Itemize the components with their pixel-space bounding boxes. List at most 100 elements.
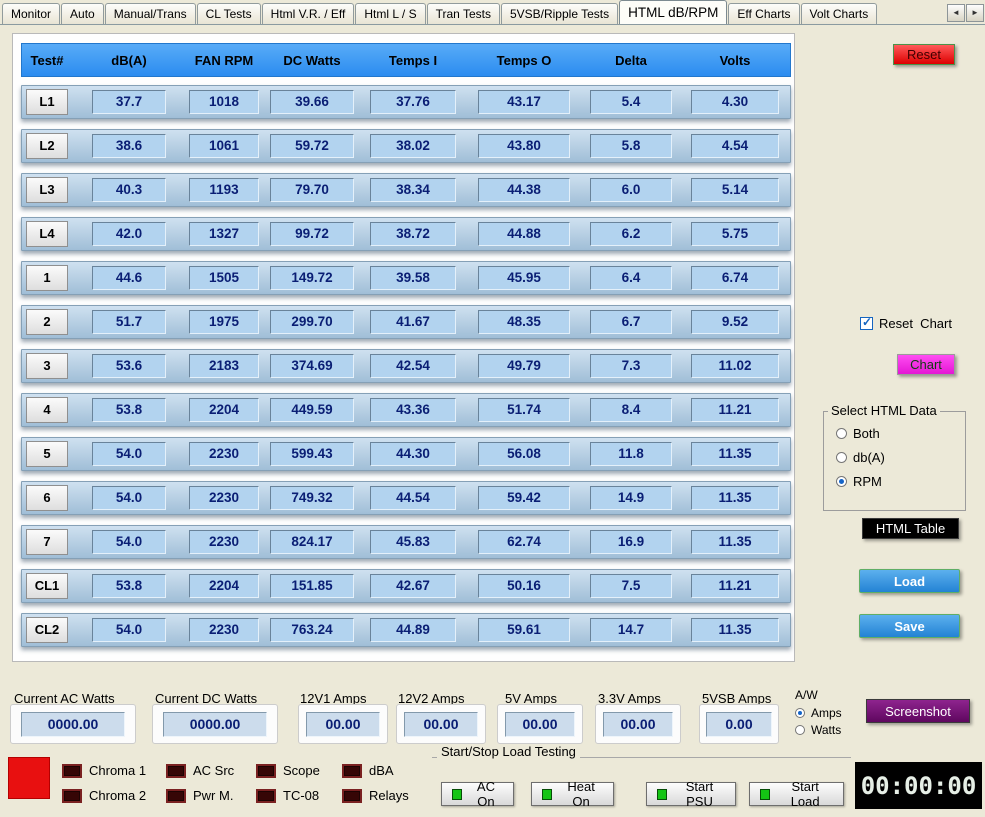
heat-on-button[interactable]: Heat On (531, 779, 614, 809)
header-fan-rpm: FAN RPM (194, 52, 254, 68)
value-cell: 599.43 (270, 442, 354, 466)
tab-html-vr-eff[interactable]: Html V.R. / Eff (261, 3, 355, 24)
checkbox-box: ✓ (860, 315, 873, 330)
radio-icon (836, 452, 847, 463)
5vsb-amps-readout: 0.00 (699, 704, 779, 744)
value-cell: 38.34 (370, 178, 456, 202)
3v3-amps-value: 00.00 (602, 711, 674, 737)
value-cell: 42.0 (92, 222, 166, 246)
table-row: L1 37.7 1018 39.66 37.76 43.17 5.4 4.30 (21, 85, 791, 119)
table-row: 3 53.6 2183 374.69 42.54 49.79 7.3 11.02 (21, 349, 791, 383)
12v1-amps-readout: 00.00 (298, 704, 388, 744)
tab-auto[interactable]: Auto (61, 3, 104, 24)
green-led-icon (542, 788, 553, 800)
3v3-amps-label: 3.3V Amps (598, 691, 661, 706)
value-cell: 45.95 (478, 266, 570, 290)
row-label: L3 (26, 177, 68, 203)
value-cell: 11.35 (691, 442, 779, 466)
value-cell: 50.16 (478, 574, 570, 598)
value-cell: 44.54 (370, 486, 456, 510)
load-button[interactable]: Load (859, 569, 960, 593)
value-cell: 44.38 (478, 178, 570, 202)
tab-eff-charts[interactable]: Eff Charts (728, 3, 800, 24)
tab-html-db-rpm[interactable]: HTML dB/RPM (619, 0, 728, 24)
radio-icon (795, 708, 805, 718)
save-button[interactable]: Save (859, 614, 960, 638)
value-cell: 2183 (189, 354, 259, 378)
radio-icon (836, 428, 847, 439)
select-html-data-title: Select HTML Data (828, 403, 940, 418)
value-cell: 43.36 (370, 398, 456, 422)
tab-monitor[interactable]: Monitor (2, 3, 61, 24)
indicator-label: Chroma 2 (89, 788, 147, 803)
reset-chart-checkbox[interactable]: ✓ Reset Chart (860, 315, 952, 331)
indicator-ac-src: AC Src (166, 763, 234, 778)
value-cell: 99.72 (270, 222, 354, 246)
current-dc-watts-readout: 0000.00 (152, 704, 278, 744)
table-row: L3 40.3 1193 79.70 38.34 44.38 6.0 5.14 (21, 173, 791, 207)
start-load-label: Start Load (790, 779, 820, 809)
tab-tran-tests[interactable]: Tran Tests (426, 3, 500, 24)
current-ac-watts-value: 0000.00 (20, 711, 126, 737)
row-label: L2 (26, 133, 68, 159)
value-cell: 48.35 (478, 310, 570, 334)
radio-watts[interactable]: Watts (795, 723, 842, 737)
ac-on-label: AC On (476, 779, 495, 809)
header-delta: Delta (615, 52, 647, 68)
start-psu-label: Start PSU (685, 779, 714, 809)
value-cell: 43.80 (478, 134, 570, 158)
radio-both[interactable]: Both (836, 426, 965, 441)
value-cell: 54.0 (92, 442, 166, 466)
start-psu-button[interactable]: Start PSU (646, 779, 736, 809)
value-cell: 39.66 (270, 90, 354, 114)
5vsb-amps-value: 0.00 (706, 711, 772, 737)
value-cell: 51.74 (478, 398, 570, 422)
value-cell: 5.4 (590, 90, 672, 114)
value-cell: 6.7 (590, 310, 672, 334)
tab-scroll-buttons: ◄ ► (945, 4, 984, 22)
tab-manual-trans[interactable]: Manual/Trans (104, 3, 196, 24)
current-ac-watts-label: Current AC Watts (14, 691, 115, 706)
radio-amps[interactable]: Amps (795, 706, 842, 720)
radio-rpm[interactable]: RPM (836, 474, 965, 489)
radio-dba[interactable]: db(A) (836, 450, 965, 465)
led-icon (166, 788, 186, 803)
value-cell: 44.88 (478, 222, 570, 246)
results-table-panel: Test# dB(A) FAN RPM DC Watts Temps I Tem… (12, 33, 795, 662)
row-label: 3 (26, 353, 68, 379)
header-temps-o: Temps O (496, 52, 552, 68)
value-cell: 14.7 (590, 618, 672, 642)
ac-on-button[interactable]: AC On (441, 779, 514, 809)
value-cell: 6.4 (590, 266, 672, 290)
row-label: L1 (26, 89, 68, 115)
tab-html-l-s[interactable]: Html L / S (355, 3, 426, 24)
table-row: 1 44.6 1505 149.72 39.58 45.95 6.4 6.74 (21, 261, 791, 295)
5v-amps-value: 00.00 (504, 711, 576, 737)
value-cell: 37.76 (370, 90, 456, 114)
tab-5vsb-ripple-tests[interactable]: 5VSB/Ripple Tests (500, 3, 619, 24)
clock-display: 88:88:88 00:00:00 (855, 762, 982, 809)
html-table-button[interactable]: HTML Table (862, 518, 959, 539)
reset-button[interactable]: Reset (893, 44, 955, 65)
tab-volt-charts[interactable]: Volt Charts (800, 3, 878, 24)
5v-amps-readout: 00.00 (497, 704, 583, 744)
value-cell: 38.72 (370, 222, 456, 246)
green-led-icon (657, 788, 667, 800)
tab-scroll-right-icon[interactable]: ► (966, 4, 984, 22)
indicator-dba: dBA (342, 763, 394, 778)
row-label: CL2 (26, 617, 68, 643)
value-cell: 62.74 (478, 530, 570, 554)
value-cell: 49.79 (478, 354, 570, 378)
start-load-button[interactable]: Start Load (749, 779, 844, 809)
value-cell: 2230 (189, 530, 259, 554)
tab-cl-tests[interactable]: CL Tests (196, 3, 261, 24)
table-row: L4 42.0 1327 99.72 38.72 44.88 6.2 5.75 (21, 217, 791, 251)
value-cell: 54.0 (92, 618, 166, 642)
value-cell: 6.0 (590, 178, 672, 202)
table-row: 7 54.0 2230 824.17 45.83 62.74 16.9 11.3… (21, 525, 791, 559)
chart-button[interactable]: Chart (897, 354, 955, 375)
tab-scroll-left-icon[interactable]: ◄ (947, 4, 965, 22)
screenshot-button[interactable]: Screenshot (866, 699, 970, 723)
value-cell: 5.8 (590, 134, 672, 158)
12v2-amps-value: 00.00 (404, 711, 478, 737)
